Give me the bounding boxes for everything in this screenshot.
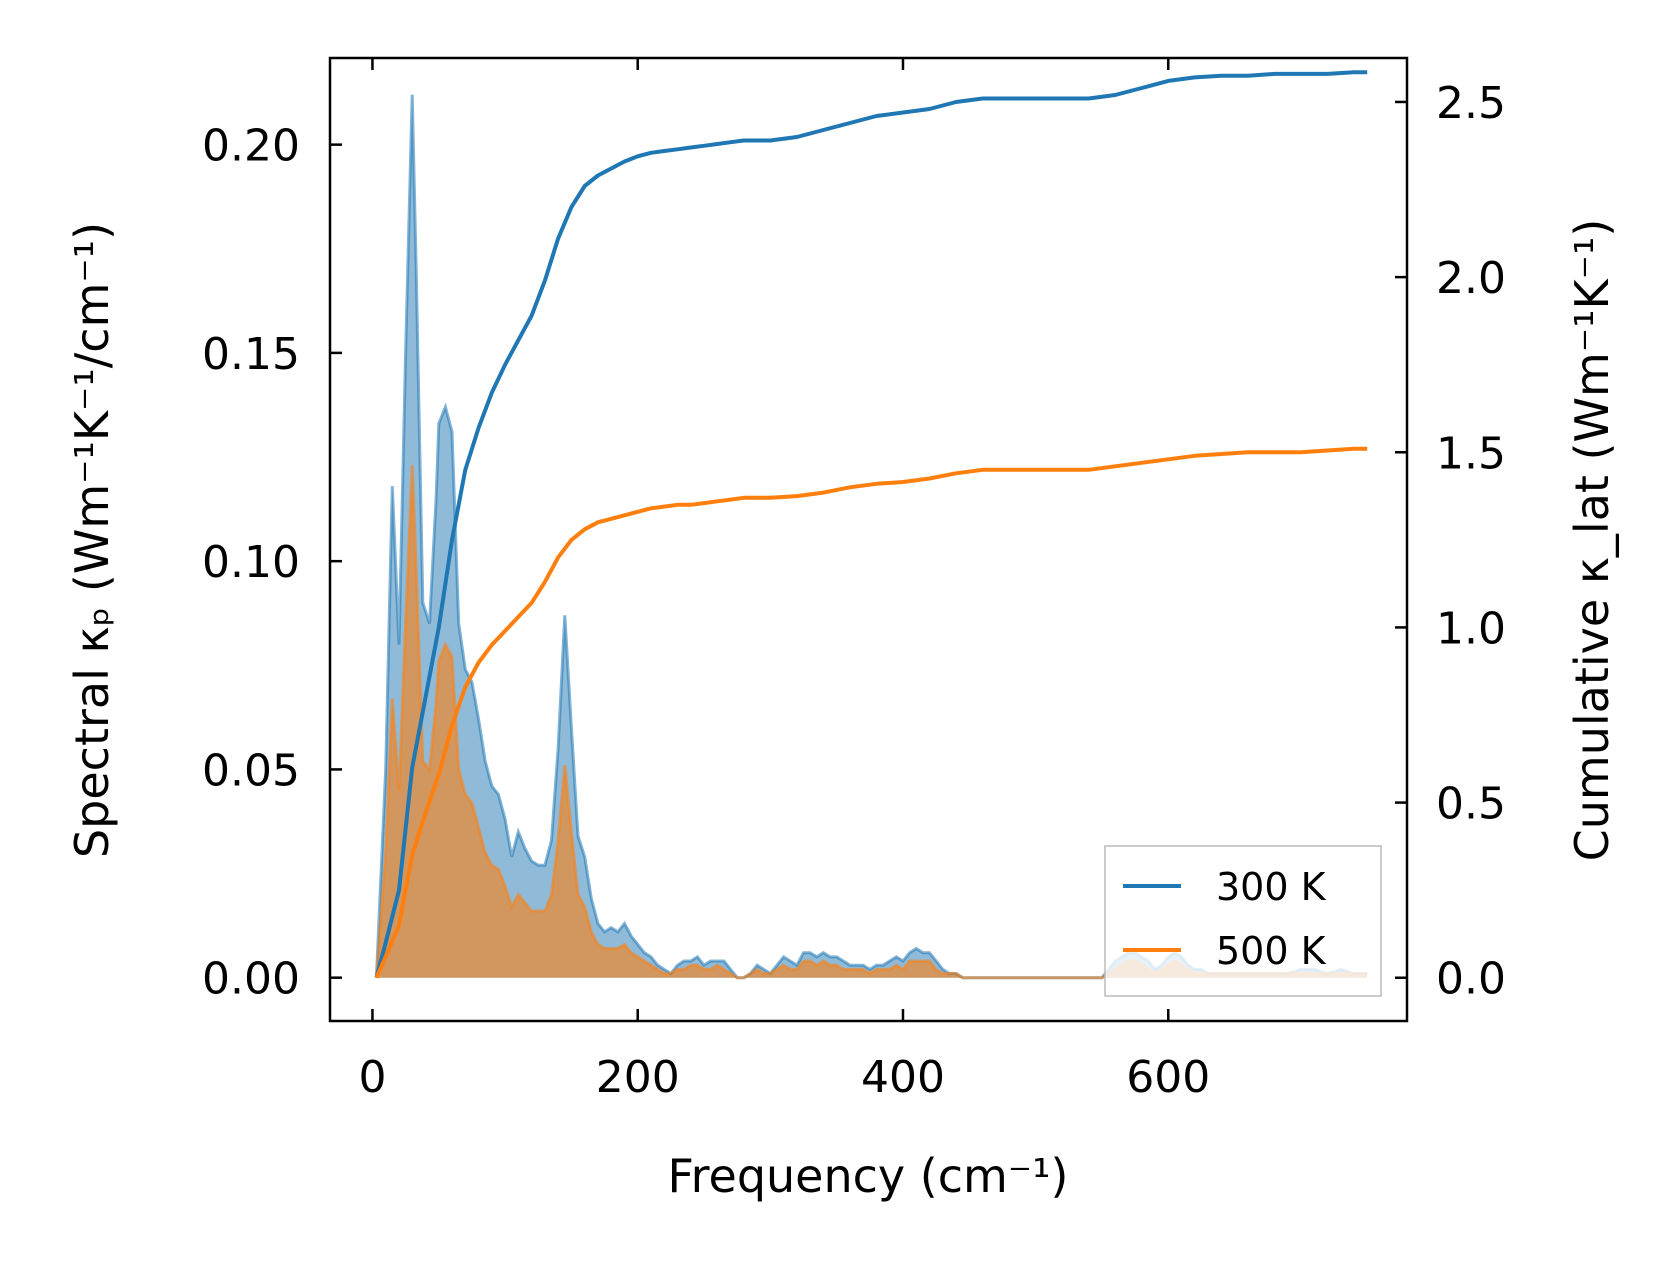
spectral-area-500k <box>376 465 1368 978</box>
cumulative-line-300k <box>374 70 1368 979</box>
x-tick-label: 600 <box>1126 1052 1210 1103</box>
x-tick-label: 200 <box>596 1052 680 1103</box>
y-right-tick-label: 0.5 <box>1436 779 1506 830</box>
y-left-tick-label: 0.10 <box>202 537 300 588</box>
y-right-axis-label: Cumulative κ_lat (Wm⁻¹K⁻¹) <box>1565 219 1619 862</box>
x-tick-label: 400 <box>861 1052 945 1103</box>
spectral-fills <box>376 94 1368 978</box>
y-left-tick-label: 0.05 <box>202 745 300 796</box>
cumulative-line-500k <box>374 446 1368 979</box>
plot-frame <box>328 56 1409 1023</box>
x-tick-label: 0 <box>358 1052 386 1103</box>
y-left-tick-label: 0.20 <box>202 121 300 172</box>
y-left-axis-ticks: 0.00 0.05 0.10 0.15 0.20 <box>202 121 342 1005</box>
cumulative-lines <box>374 70 1368 979</box>
y-right-tick-label: 1.5 <box>1436 428 1506 479</box>
y-right-axis-ticks: 0.0 0.5 1.0 1.5 2.0 2.5 <box>1395 78 1506 1005</box>
legend-label-500k: 500 K <box>1216 929 1327 973</box>
y-left-tick-label: 0.00 <box>202 954 300 1005</box>
y-left-tick-label: 0.15 <box>202 329 300 380</box>
legend: 300 K 500 K <box>1104 845 1382 997</box>
x-axis-ticks: 0 200 400 600 <box>358 58 1210 1103</box>
y-right-tick-label: 2.5 <box>1436 78 1506 129</box>
y-right-tick-label: 2.0 <box>1436 253 1506 304</box>
y-right-tick-label: 0.0 <box>1436 954 1506 1005</box>
y-left-axis-label: Spectral κₚ (Wm⁻¹K⁻¹/cm⁻¹) <box>65 222 119 858</box>
legend-box <box>1104 845 1382 997</box>
x-axis-label: Frequency (cm⁻¹) <box>668 1149 1069 1203</box>
y-right-tick-label: 1.0 <box>1436 603 1506 654</box>
legend-label-300k: 300 K <box>1216 865 1327 909</box>
